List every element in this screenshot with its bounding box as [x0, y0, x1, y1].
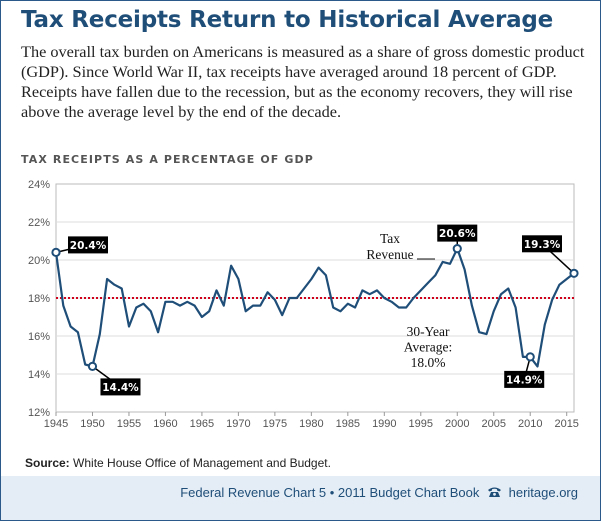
callout-marker [87, 361, 98, 371]
line-chart: 12% 14% 16% 18% 20% 22% 24% 1945 1950 1955 1960 196… [28, 179, 579, 430]
callout-box [68, 236, 108, 254]
footer-bar: Federal Revenue Chart 5 • 2011 Budget Ch… [1, 476, 600, 520]
callout-label: 19.3% [524, 239, 561, 251]
callout-label: 14.4% [102, 382, 139, 394]
x-tick-label: 1945 [44, 418, 68, 430]
chart-title: TAX RECEIPTS AS A PERCENTAGE OF GDP [21, 153, 314, 166]
callout-label: 20.6% [439, 228, 476, 240]
callout-marker [569, 268, 579, 278]
source-label: Source: [25, 456, 70, 470]
callout-box [522, 235, 562, 253]
x-tick-label: 1990 [372, 418, 396, 430]
y-tick-label: 24% [28, 179, 50, 191]
x-tick-label: 1955 [117, 418, 141, 430]
callout-box [100, 378, 141, 396]
x-tick-label: 1980 [299, 418, 323, 430]
annotation-layer: Tax Revenue 30-Year Average: 18.0% [366, 231, 452, 370]
x-tick-label: 1950 [80, 418, 104, 430]
axis-layer: 12% 14% 16% 18% 20% 22% 24% 1945 1950 1955 1960 196… [28, 179, 579, 430]
callout-layer: 20.4% 14.4% 20.6% 14.9% 19.3% [51, 224, 579, 396]
footer-site: heritage.org [508, 485, 578, 500]
page-title: Tax Receipts Return to Historical Averag… [21, 7, 554, 33]
source-text: White House Office of Management and Bud… [69, 456, 331, 470]
y-tick-label: 16% [28, 331, 50, 343]
x-tick-label: 2015 [554, 418, 578, 430]
x-tick-label: 1995 [409, 418, 433, 430]
phone-icon [487, 487, 501, 497]
intro-paragraph: The overall tax burden on Americans is m… [21, 42, 585, 121]
x-tick-label: 1960 [153, 418, 177, 430]
x-tick-label: 2000 [445, 418, 469, 430]
footer-text: Federal Revenue Chart 5 • 2011 Budget Ch… [180, 485, 578, 500]
y-tick-label: 20% [28, 255, 50, 267]
source-note: Source: White House Office of Management… [25, 456, 331, 470]
callout-marker [525, 352, 535, 362]
x-tick-label: 1965 [190, 418, 214, 430]
y-tick-label: 12% [28, 407, 50, 419]
callout-label: 20.4% [70, 240, 107, 252]
grid-layer [55, 183, 575, 413]
series-annotation: Tax Revenue [366, 231, 413, 262]
footer-chart-ref: Federal Revenue Chart 5 • 2011 Budget Ch… [180, 485, 480, 500]
y-tick-label: 14% [28, 369, 50, 381]
tax-revenue-line [54, 247, 575, 368]
callout-box [437, 224, 478, 242]
average-annotation: 30-Year Average: 18.0% [404, 324, 452, 370]
y-tick-label: 22% [28, 217, 50, 229]
x-tick-label: 2005 [482, 418, 506, 430]
callout-marker [452, 244, 462, 254]
series-layer [54, 247, 575, 368]
callout-box [504, 370, 545, 388]
x-tick-label: 2010 [518, 418, 542, 430]
x-tick-label: 1985 [336, 418, 360, 430]
x-tick-label: 1975 [263, 418, 287, 430]
x-tick-label: 1970 [226, 418, 250, 430]
callout-label: 14.9% [506, 374, 543, 386]
y-tick-label: 18% [28, 293, 50, 305]
callout-marker [51, 247, 61, 257]
